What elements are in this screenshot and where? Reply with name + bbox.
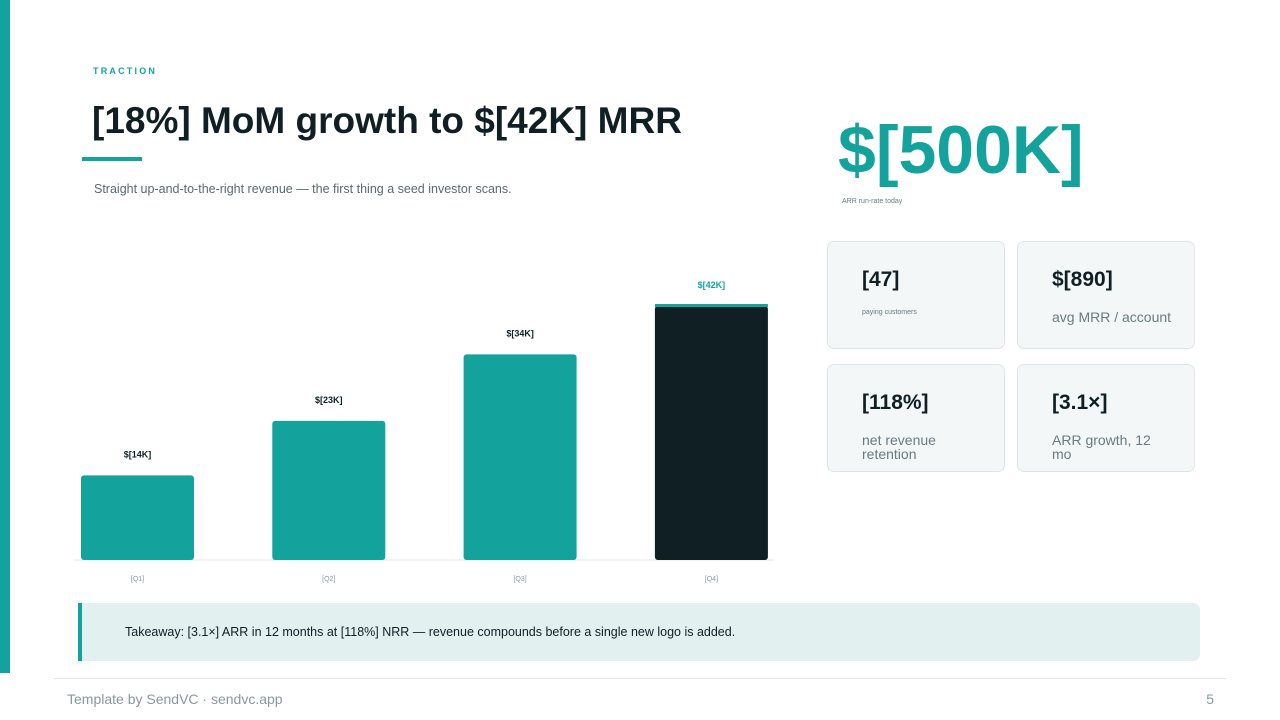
left-accent-bar — [0, 0, 10, 673]
x-tick-label: [Q4] — [705, 576, 718, 583]
title-accent-rule — [82, 157, 142, 161]
takeaway-text: Takeaway: [3.1×] ARR in 12 months at [11… — [125, 625, 736, 639]
stat-label: paying customers — [862, 309, 917, 316]
x-tick-label: [Q1] — [131, 576, 144, 583]
bar-value-label: $[42K] — [698, 280, 726, 290]
x-tick-label: [Q3] — [513, 576, 526, 583]
page-number: 5 — [1206, 691, 1214, 707]
stat-card-nrr: [118%] net revenue retention — [827, 364, 1005, 472]
arr-headline-caption: ARR run-rate today — [842, 198, 903, 205]
footer-divider — [54, 678, 1226, 679]
slide-title: [18%] MoM growth to $[42K] MRR — [92, 100, 682, 141]
stat-card-arr-growth: [3.1×] ARR growth, 12 mo — [1017, 364, 1195, 472]
revenue-bar-chart: $[14K] [Q1] $[23K] [Q2] $[34K] [Q3] $[42K] [Q4] — [74, 280, 774, 583]
bar-1 — [81, 475, 194, 560]
bar-value-label: $[23K] — [315, 395, 343, 405]
stat-label: avg MRR / account — [1052, 309, 1172, 325]
slide-subtitle: Straight up-and-to-the-right revenue — t… — [94, 182, 512, 196]
bar-3 — [463, 354, 577, 560]
stat-value: [118%] — [862, 391, 929, 414]
section-eyebrow: TRACTION — [93, 66, 158, 76]
bar-value-label: $[34K] — [506, 328, 534, 338]
x-tick-label: [Q2] — [322, 576, 335, 583]
footer-credit: Template by SendVC · sendvc.app — [67, 691, 283, 707]
stat-value: [47] — [862, 268, 900, 291]
stat-value: $[890] — [1052, 268, 1113, 291]
bar-2 — [272, 420, 386, 560]
arr-headline-metric: $[500K] — [838, 112, 1084, 188]
stat-card-customers: [47] paying customers — [827, 241, 1005, 349]
bar-4 — [654, 306, 768, 560]
stat-card-avg-mrr: $[890] avg MRR / account — [1017, 241, 1195, 349]
bar-value-label: $[14K] — [124, 449, 152, 459]
stat-label: ARR growth, 12 mo — [1052, 432, 1151, 462]
stat-label: net revenue retention — [862, 432, 936, 462]
stat-value: [3.1×] — [1052, 391, 1108, 414]
highlight-bar-cap — [654, 304, 768, 307]
takeaway-callout: Takeaway: [3.1×] ARR in 12 months at [11… — [78, 603, 1200, 661]
